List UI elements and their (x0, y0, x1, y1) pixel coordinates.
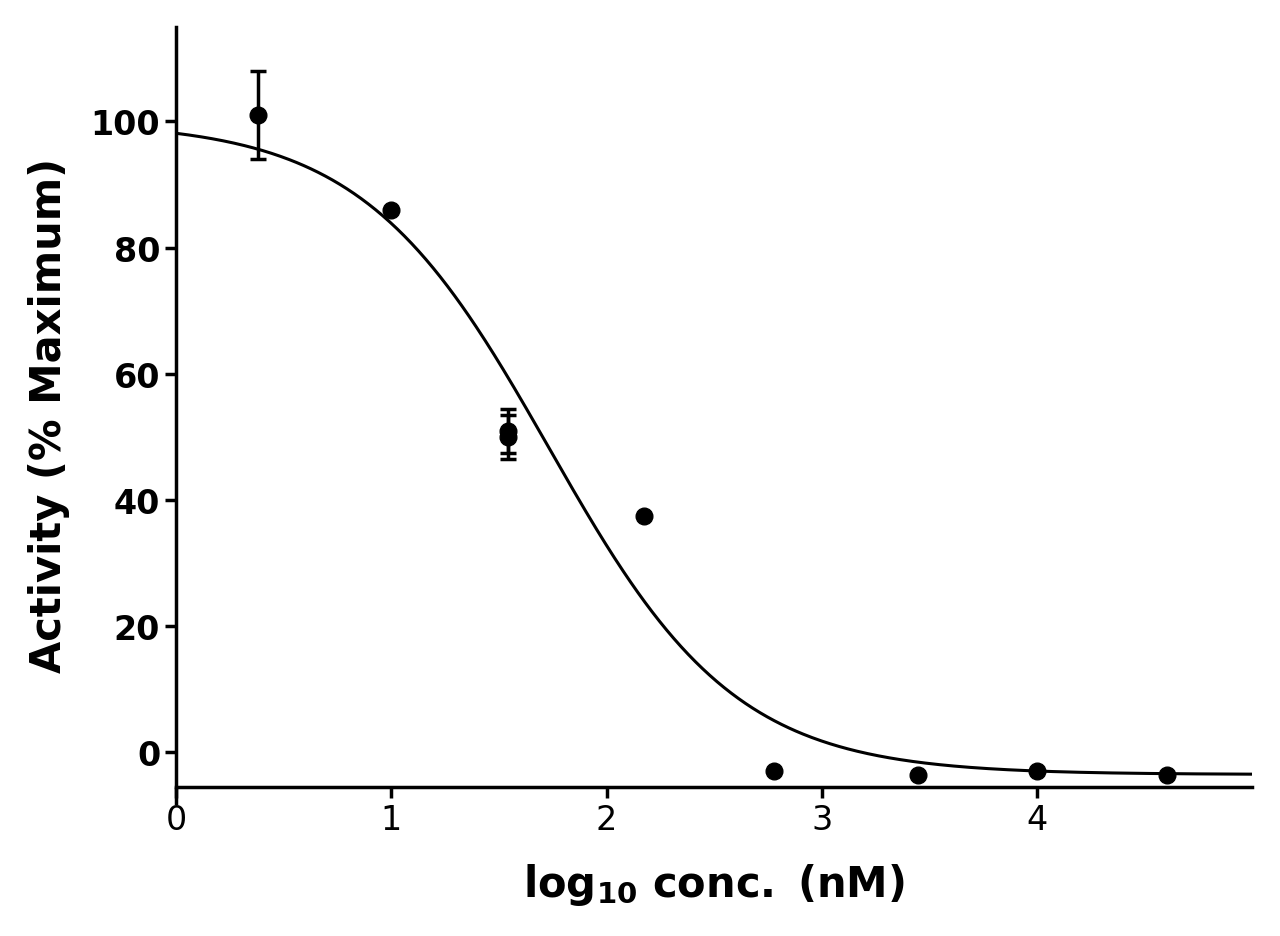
Y-axis label: Activity (% Maximum): Activity (% Maximum) (28, 158, 70, 673)
X-axis label: $\mathbf{log_{10}}$ $\mathbf{conc.\ (nM)}$: $\mathbf{log_{10}}$ $\mathbf{conc.\ (nM)… (524, 861, 905, 907)
